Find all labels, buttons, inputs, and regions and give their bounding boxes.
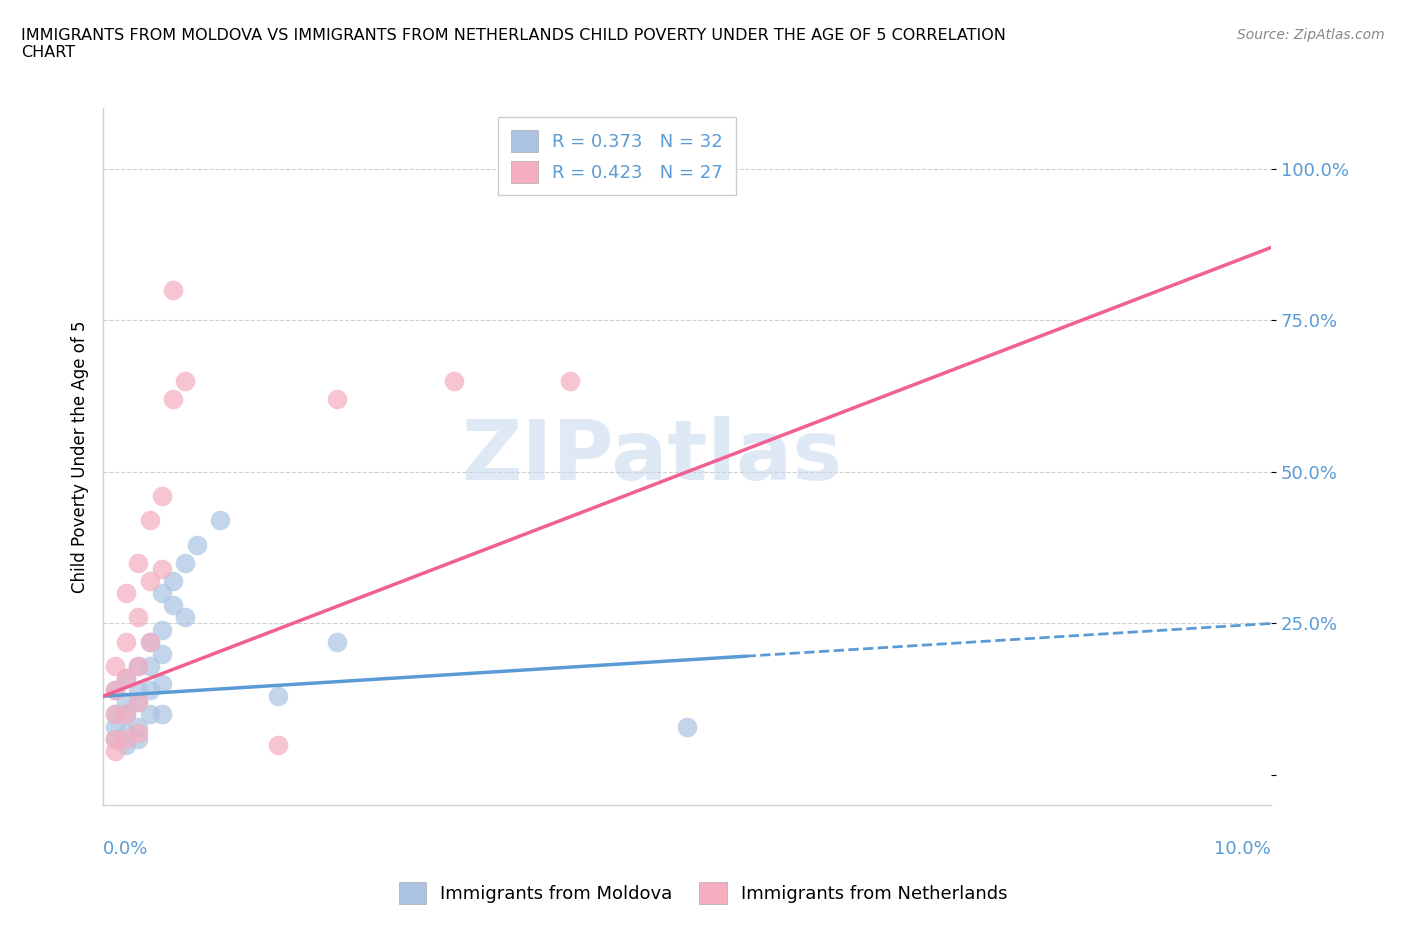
- Point: [139, 513, 162, 528]
- Point: [139, 574, 162, 589]
- Point: [104, 707, 127, 722]
- Point: [325, 392, 347, 406]
- Point: [104, 731, 127, 746]
- Point: [267, 689, 290, 704]
- Point: [115, 671, 138, 685]
- Point: [127, 683, 149, 698]
- Point: [150, 562, 173, 577]
- Point: [104, 719, 127, 734]
- Point: [104, 707, 127, 722]
- Point: [150, 646, 173, 661]
- Point: [115, 671, 138, 685]
- Point: [676, 719, 699, 734]
- Point: [115, 707, 138, 722]
- Point: [150, 622, 173, 637]
- Point: [162, 392, 184, 406]
- Point: [127, 695, 149, 710]
- Point: [127, 725, 149, 740]
- Point: [186, 538, 208, 552]
- Point: [150, 586, 173, 601]
- Point: [127, 731, 149, 746]
- Point: [115, 707, 138, 722]
- Text: ZIPatlas: ZIPatlas: [461, 417, 842, 498]
- Point: [115, 731, 138, 746]
- Point: [162, 574, 184, 589]
- Point: [162, 283, 184, 298]
- Text: IMMIGRANTS FROM MOLDOVA VS IMMIGRANTS FROM NETHERLANDS CHILD POVERTY UNDER THE A: IMMIGRANTS FROM MOLDOVA VS IMMIGRANTS FR…: [21, 28, 1005, 60]
- Point: [115, 737, 138, 752]
- Point: [173, 610, 195, 625]
- Point: [127, 658, 149, 673]
- Legend: R = 0.373   N = 32, R = 0.423   N = 27: R = 0.373 N = 32, R = 0.423 N = 27: [498, 117, 735, 195]
- Point: [104, 731, 127, 746]
- Point: [127, 610, 149, 625]
- Point: [173, 555, 195, 570]
- Point: [150, 488, 173, 503]
- Point: [104, 658, 127, 673]
- Point: [325, 634, 347, 649]
- Point: [139, 658, 162, 673]
- Point: [139, 634, 162, 649]
- Legend: Immigrants from Moldova, Immigrants from Netherlands: Immigrants from Moldova, Immigrants from…: [391, 875, 1015, 911]
- Point: [115, 634, 138, 649]
- Text: 0.0%: 0.0%: [103, 841, 149, 858]
- Point: [127, 555, 149, 570]
- Point: [560, 374, 582, 389]
- Point: [115, 586, 138, 601]
- Y-axis label: Child Poverty Under the Age of 5: Child Poverty Under the Age of 5: [72, 321, 89, 593]
- Point: [139, 634, 162, 649]
- Point: [139, 707, 162, 722]
- Point: [115, 695, 138, 710]
- Point: [208, 513, 231, 528]
- Point: [127, 695, 149, 710]
- Point: [104, 743, 127, 758]
- Point: [115, 725, 138, 740]
- Point: [139, 683, 162, 698]
- Point: [150, 677, 173, 692]
- Point: [104, 683, 127, 698]
- Point: [127, 658, 149, 673]
- Text: Source: ZipAtlas.com: Source: ZipAtlas.com: [1237, 28, 1385, 42]
- Point: [173, 374, 195, 389]
- Point: [267, 737, 290, 752]
- Point: [150, 707, 173, 722]
- Point: [104, 683, 127, 698]
- Text: 10.0%: 10.0%: [1215, 841, 1271, 858]
- Point: [443, 374, 465, 389]
- Point: [127, 719, 149, 734]
- Point: [162, 598, 184, 613]
